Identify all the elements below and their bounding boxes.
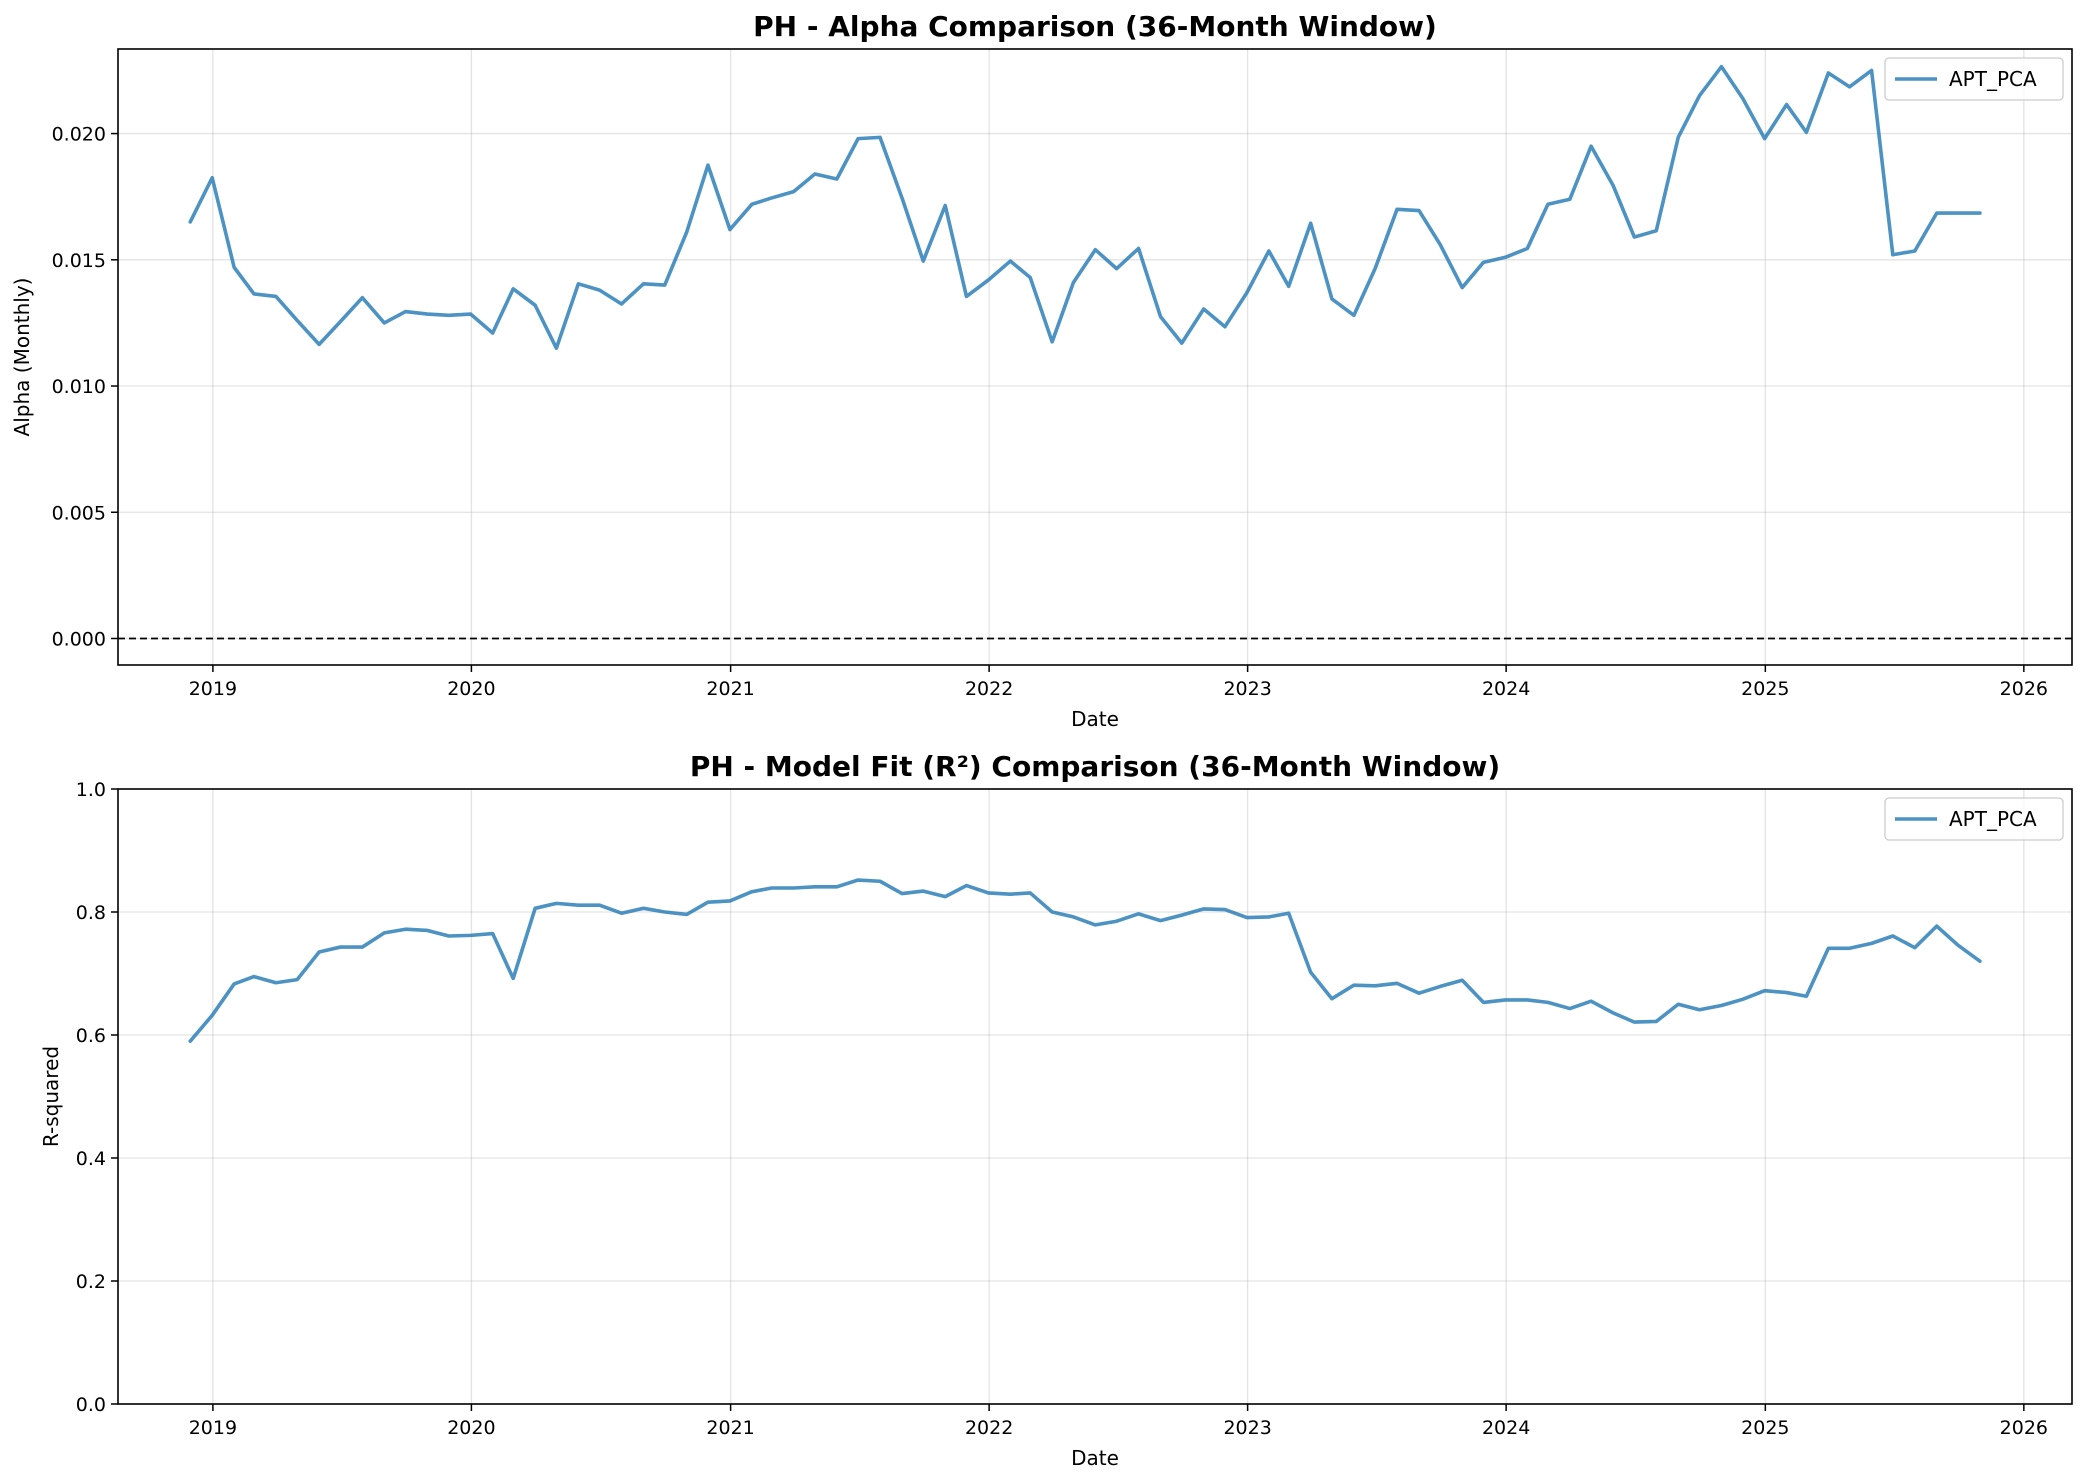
rsquared-x-tick-label: 2026 (2000, 1417, 2048, 1439)
rsquared-y-tick-label: 0.0 (76, 1394, 106, 1416)
rsquared-y-tick-label: 0.4 (76, 1148, 106, 1170)
alpha-ticks: 2019 2020 2021 2022 2023 2024 2025 2026 0.000 0.0… (52, 124, 2048, 700)
rsquared-chart-title: PH - Model Fit (R²) Comparison (36-Month… (690, 750, 1500, 783)
rsquared-x-tick-label: 2023 (1223, 1417, 1271, 1439)
alpha-chart: 2019 2020 2021 2022 2023 2024 2025 2026 0.000 0.0… (10, 10, 2073, 731)
alpha-x-tick-label: 2024 (1482, 678, 1530, 700)
alpha-y-tick-label: 0.015 (52, 250, 106, 272)
alpha-y-axis-label: Alpha (Monthly) (10, 278, 34, 437)
alpha-x-axis-label: Date (1071, 707, 1119, 731)
rsquared-series (188, 878, 1982, 1043)
alpha-x-tick-label: 2023 (1223, 678, 1271, 700)
rsquared-y-tick-label: 0.6 (76, 1025, 106, 1047)
rsquared-x-axis-label: Date (1071, 1446, 1119, 1470)
rsquared-x-tick-label: 2024 (1482, 1417, 1530, 1439)
rsquared-x-tick-label: 2021 (706, 1417, 754, 1439)
rsquared-grid (118, 788, 2072, 1405)
alpha-x-tick-label: 2020 (447, 678, 495, 700)
rsquared-plot-frame (117, 788, 2073, 1405)
alpha-plot-frame (117, 48, 2073, 666)
rsquared-y-tick-label: 0.8 (76, 902, 106, 924)
rsquared-y-tick-label: 0.2 (76, 1271, 106, 1293)
rsquared-x-tick-label: 2022 (965, 1417, 1013, 1439)
alpha-legend: APT_PCA (1884, 57, 2064, 101)
alpha-y-tick-label: 0.000 (52, 628, 106, 650)
rsquared-legend-box (1884, 797, 2064, 841)
alpha-x-tick-label: 2022 (965, 678, 1013, 700)
alpha-chart-title: PH - Alpha Comparison (36-Month Window) (753, 10, 1437, 43)
alpha-y-tick-label: 0.005 (52, 502, 106, 524)
rsquared-y-tick-label: 1.0 (76, 779, 106, 801)
rsquared-x-tick-label: 2025 (1741, 1417, 1789, 1439)
rsquared-ticks: 2019 2020 2021 2022 2023 2024 2025 2026 0.0 0.2 0.… (76, 779, 2048, 1439)
alpha-x-tick-label: 2021 (706, 678, 754, 700)
rsquared-legend-label: APT_PCA (1949, 807, 2037, 831)
rsquared-y-axis-label: R-squared (39, 1046, 63, 1147)
rsquared-x-tick-label: 2019 (189, 1417, 237, 1439)
alpha-legend-label: APT_PCA (1949, 67, 2037, 91)
rsquared-x-tick-label: 2020 (447, 1417, 495, 1439)
alpha-y-tick-label: 0.020 (52, 124, 106, 146)
alpha-x-tick-label: 2026 (2000, 678, 2048, 700)
alpha-x-tick-label: 2019 (189, 678, 237, 700)
rsquared-series-line-apt-pca (188, 878, 1982, 1043)
rsquared-legend: APT_PCA (1884, 797, 2064, 841)
rsquared-chart: 2019 2020 2021 2022 2023 2024 2025 2026 0.0 0.2 0.… (39, 750, 2073, 1470)
alpha-legend-box (1884, 57, 2064, 101)
alpha-series-line-apt-pca (188, 64, 1982, 350)
alpha-series (188, 64, 1982, 350)
alpha-y-tick-label: 0.010 (52, 376, 106, 398)
alpha-x-tick-label: 2025 (1741, 678, 1789, 700)
